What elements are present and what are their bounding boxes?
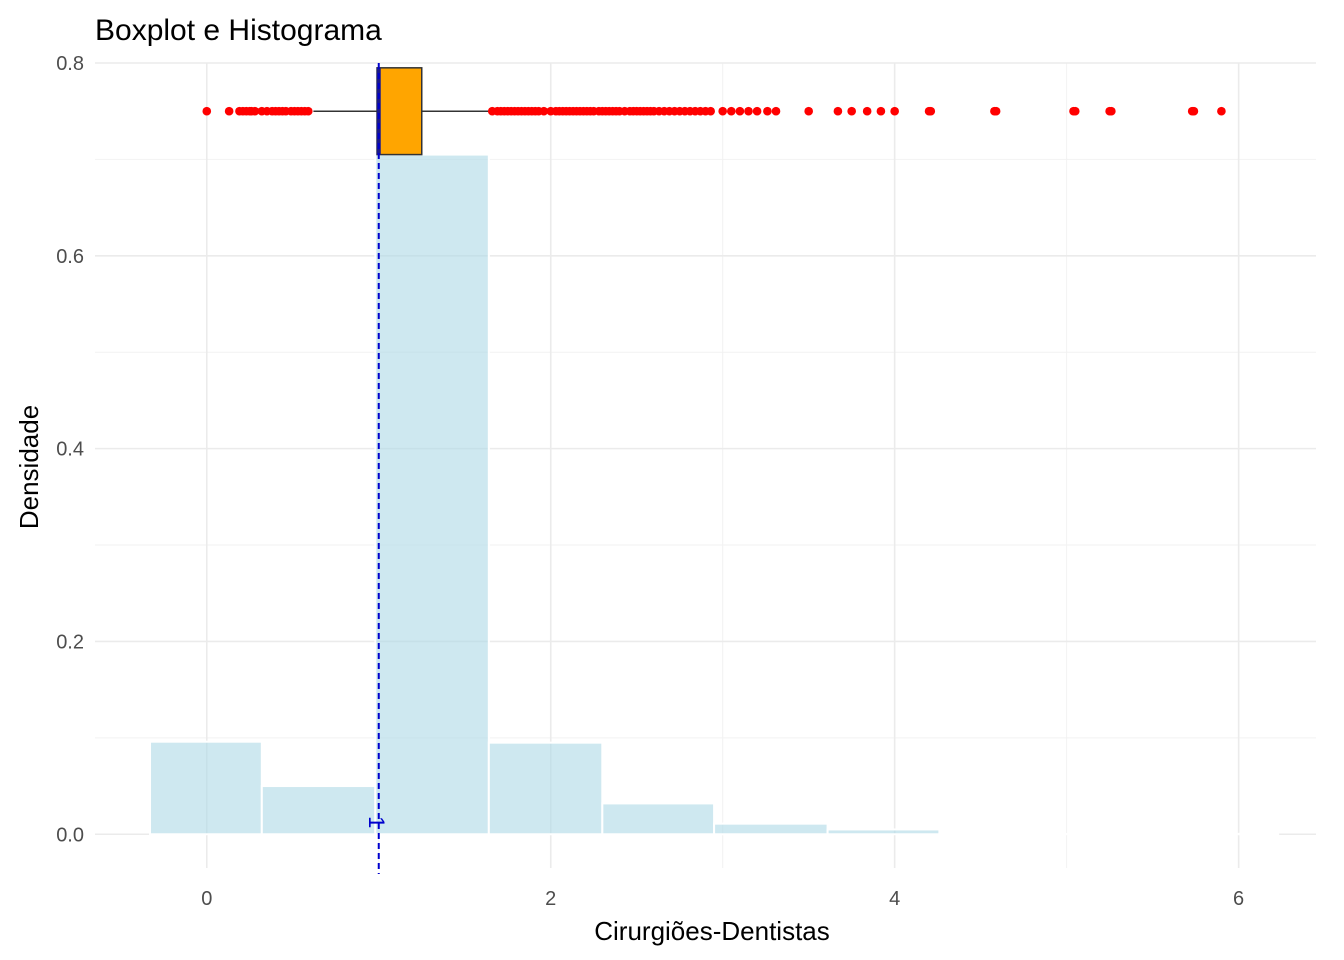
boxplot-outlier <box>862 106 872 116</box>
boxplot-outlier <box>539 106 549 116</box>
boxplot-outlier <box>804 106 813 116</box>
boxplot-outlier <box>706 106 715 116</box>
boxplot-outlier <box>847 106 856 116</box>
x-tick-label: 2 <box>545 888 556 910</box>
x-axis-ticks: 0 2 4 6 <box>201 888 1244 910</box>
histogram-bar <box>149 740 263 836</box>
reference-line-group: 1 <box>364 63 389 874</box>
x-tick-label: 6 <box>1233 888 1244 910</box>
y-axis-ticks: 0.0 0.2 0.4 0.6 0.8 <box>56 53 84 846</box>
x-tick-label: 0 <box>201 888 212 910</box>
reference-line-label: 1 <box>364 816 389 828</box>
chart-title: Boxplot e Histograma <box>95 14 382 47</box>
boxplot-outlier <box>202 106 212 116</box>
y-tick-label: 0.6 <box>56 246 84 268</box>
boxplot-outlier <box>718 106 727 116</box>
y-tick-label: 0.8 <box>56 53 84 75</box>
boxplot-outlier <box>1189 106 1199 116</box>
histogram-bar <box>938 832 1054 836</box>
histogram-bar <box>601 802 716 836</box>
y-tick-label: 0.4 <box>56 439 84 461</box>
boxplot-box <box>376 67 423 156</box>
boxplot-outlier <box>771 106 781 116</box>
boxplot-outlier <box>726 106 736 116</box>
y-tick-label: 0.2 <box>56 631 84 653</box>
x-axis-title: Cirurgiões-Dentistas <box>594 916 830 946</box>
histogram-bars <box>149 153 1280 836</box>
boxplot-outlier <box>833 106 843 116</box>
boxplot-outlier <box>744 106 753 116</box>
x-tick-label: 4 <box>889 888 900 910</box>
boxplot-outlier <box>224 106 234 116</box>
boxplot-outlier <box>1217 106 1226 116</box>
y-tick-label: 0.0 <box>56 824 84 846</box>
boxplot-outlier <box>250 106 260 116</box>
histogram-bar <box>713 822 829 836</box>
boxplot-outlier <box>303 106 313 116</box>
grid-lines <box>95 62 1316 868</box>
boxplot <box>202 67 1226 156</box>
histogram-bar <box>826 828 941 836</box>
histogram-bar <box>487 741 604 836</box>
boxplot-outlier <box>1070 106 1080 116</box>
histogram-bar <box>260 785 377 836</box>
y-axis-title: Densidade <box>14 405 44 529</box>
boxplot-outlier <box>735 106 745 116</box>
boxplot-outlier <box>926 106 936 116</box>
boxplot-outlier <box>890 106 899 116</box>
boxplot-outlier <box>1107 106 1116 116</box>
boxplot-outlier <box>763 106 772 116</box>
boxplot-outlier <box>991 106 1001 116</box>
histogram-bar <box>374 153 490 836</box>
boxplot-outlier <box>752 106 762 116</box>
boxplot-outlier <box>876 106 886 116</box>
